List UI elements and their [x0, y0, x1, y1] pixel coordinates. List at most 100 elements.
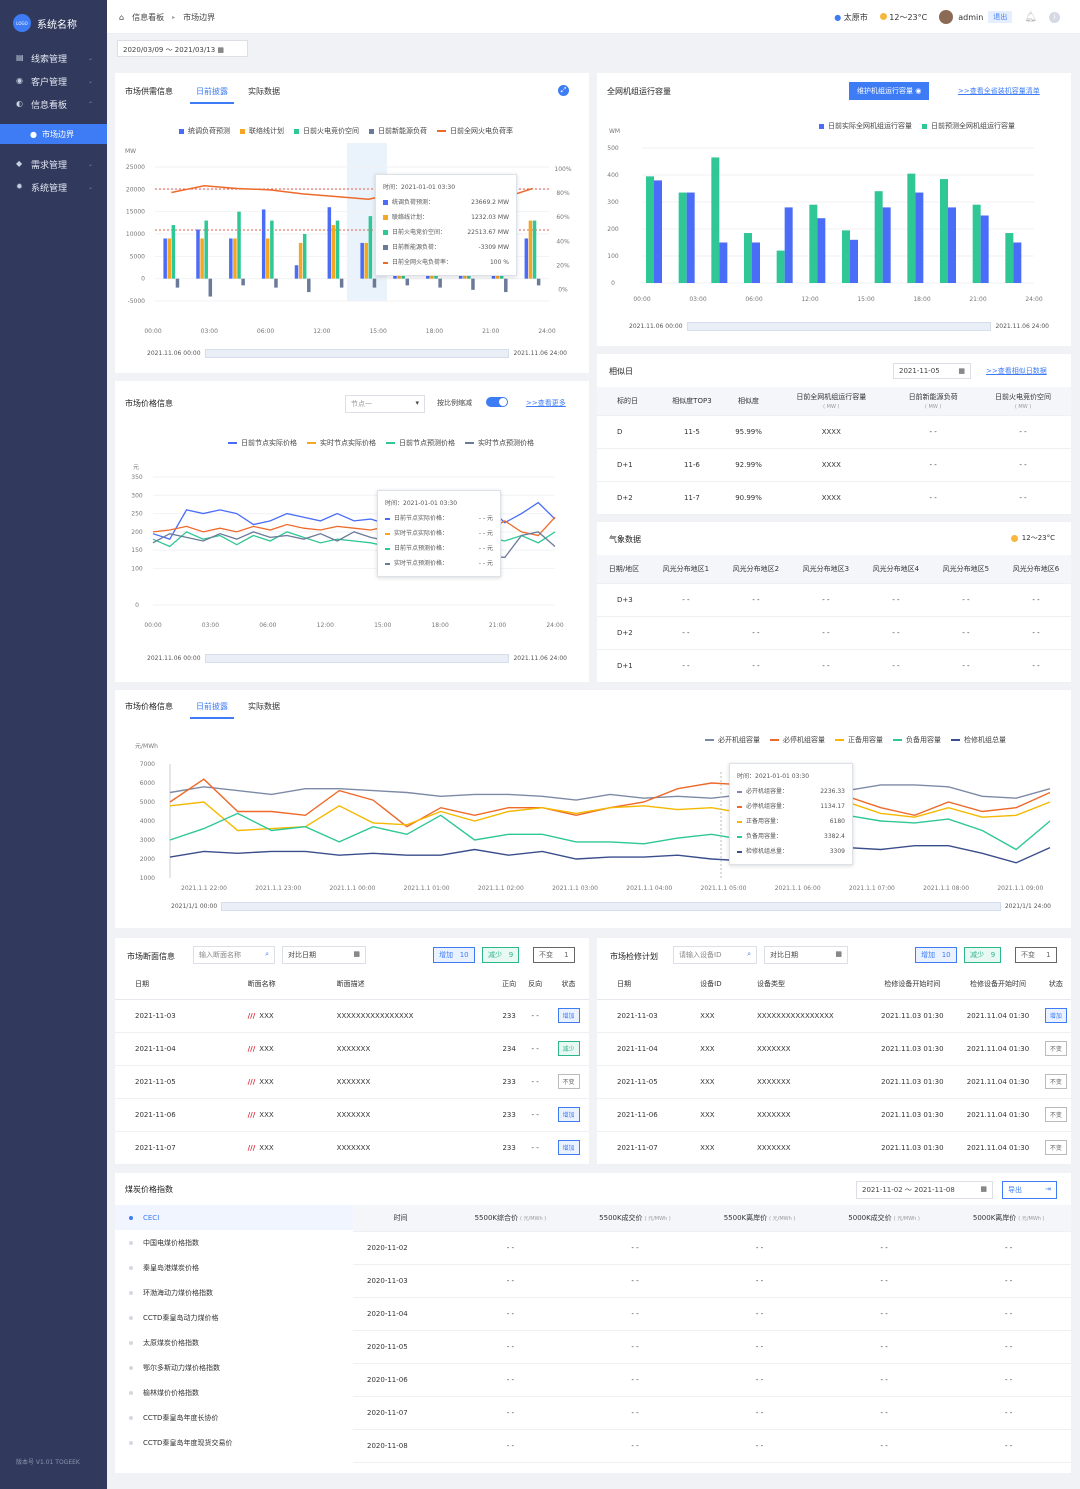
view-similar-link[interactable]: >>查看相似日数据 — [986, 367, 1047, 375]
status-badge[interactable]: 不变 — [1044, 1074, 1067, 1089]
status-badge[interactable]: 增加 — [1044, 1008, 1067, 1023]
table-row[interactable]: 2021-11-04 XXX XXXXXXX 2021.11.03 01:30 2021… — [597, 1032, 1071, 1066]
section-search-input[interactable]: 输入断面名称 ⌕ — [193, 946, 275, 964]
status-badge[interactable]: 减少 — [557, 1041, 580, 1056]
status-badge[interactable]: 不变 — [1044, 1140, 1067, 1155]
table-row[interactable]: 2021-11-03 XXX XXXXXXXXXXXXXXXX 2021.11.03 … — [597, 999, 1071, 1033]
table-row[interactable]: 2021-11-05 XXX XXXXXXX 2021.11.03 01:30 2021… — [597, 1065, 1071, 1099]
tab-price2-forecast[interactable]: 日前披露 — [190, 702, 234, 719]
status-badge[interactable]: 不变 — [557, 1074, 580, 1089]
maint-search-input[interactable]: 请输入设备ID ⌕ — [673, 946, 757, 964]
legend-item[interactable]: 正备用容量 — [835, 735, 883, 745]
supply-zoom-slider[interactable]: 2021.11.06 00:00 2021.11.06 24:00 — [147, 348, 567, 358]
table-row[interactable]: 2021-11-05///XXX XXXXXXX 233- - 不变 — [115, 1065, 589, 1099]
coal-index-item[interactable]: 中国电煤价格指数 — [115, 1230, 353, 1255]
status-badge[interactable]: 增加 — [557, 1140, 580, 1155]
legend-item[interactable]: 必停机组容量 — [770, 735, 825, 745]
legend-item[interactable]: 日前节点实际价格 — [228, 438, 297, 448]
sidebar-item-dashboard[interactable]: ◐ 信息看板 ⌃ — [0, 93, 107, 115]
legend-item[interactable]: 检修机组总量 — [951, 735, 1006, 745]
home-icon[interactable]: ⌂ — [119, 13, 125, 22]
scale-toggle[interactable] — [486, 397, 508, 407]
expand-icon[interactable]: ⤢ — [558, 85, 569, 96]
legend-item[interactable]: 必开机组容量 — [705, 735, 760, 745]
filter-add-tag[interactable]: 增加 10 — [915, 947, 957, 963]
price2-zoom-slider[interactable]: 2021/1/1 00:00 2021/1/1 24:00 — [171, 901, 1051, 911]
legend-item[interactable]: 负备用容量 — [893, 735, 941, 745]
table-row[interactable]: 2020-11-03- -- -- -- -- - — [353, 1264, 1071, 1298]
legend-item[interactable]: 日前火电竞价空间 — [294, 126, 359, 136]
view-more-link[interactable]: >>查看更多 — [526, 399, 566, 407]
coal-date-range[interactable]: 2021-11-02 ～ 2021-11-08 ▦ — [856, 1181, 993, 1199]
user-menu[interactable]: admin 退出 — [939, 10, 1013, 24]
table-row[interactable]: D+1 11-6 92.99% XXXX - -- - — [597, 448, 1071, 482]
bell-icon[interactable]: 🔔︎ — [1024, 11, 1037, 23]
filter-reduce-tag[interactable]: 减少 9 — [964, 947, 1002, 963]
table-row[interactable]: 2020-11-05- -- -- -- -- - — [353, 1330, 1071, 1364]
table-row[interactable]: D+2- -- -- -- -- -- - — [597, 616, 1071, 650]
price-zoom-slider[interactable]: 2021.11.06 00:00 2021.11.06 24:00 — [147, 653, 567, 663]
view-capacity-list-link[interactable]: >>查看全省装机容量清单 — [958, 87, 1040, 95]
coal-index-item[interactable]: 太原煤炭价格指数 — [115, 1330, 353, 1355]
sidebar-item-system[interactable]: ✹ 系统管理 ⌄ — [0, 176, 107, 198]
table-row[interactable]: 2020-11-07- -- -- -- -- - — [353, 1396, 1071, 1430]
status-badge[interactable]: 增加 — [557, 1008, 580, 1023]
tab-supply-actual[interactable]: 实际数据 — [248, 87, 280, 96]
export-button[interactable]: 导出 ⇥ — [1002, 1181, 1057, 1199]
filter-reduce-tag[interactable]: 减少 9 — [482, 947, 520, 963]
coal-index-item[interactable]: 环渤海动力煤价格指数 — [115, 1280, 353, 1305]
legend-item[interactable]: 日前新能源负荷 — [369, 126, 427, 136]
coal-index-item[interactable]: 鄂尔多斯动力煤价格指数 — [115, 1355, 353, 1380]
table-row[interactable]: 2021-11-06 XXX XXXXXXX 2021.11.03 01:30 2021… — [597, 1098, 1071, 1132]
capacity-chart[interactable]: WM 500 400 300 200 100 0 00:00 03:00 06:00 12:00 15… — [597, 123, 1071, 313]
table-row[interactable]: 2021-11-03///XXX XXXXXXXXXXXXXXXX 233- - 增加 — [115, 999, 589, 1033]
logout-button[interactable]: 退出 — [988, 11, 1013, 23]
table-row[interactable]: 2020-11-02- -- -- -- -- - — [353, 1231, 1071, 1265]
sidebar-item-customers[interactable]: ◉ 客户管理 ⌄ — [0, 70, 107, 92]
maint-compare-date[interactable]: 对比日期 ▦ — [764, 946, 848, 964]
city-selector[interactable]: ● 太原市 — [834, 12, 868, 23]
coal-index-item[interactable]: CCTD秦皇岛动力煤价格 — [115, 1305, 353, 1330]
status-badge[interactable]: 增加 — [557, 1107, 580, 1122]
status-badge[interactable]: 不变 — [1044, 1107, 1067, 1122]
legend-item[interactable]: 日前预测全网机组运行容量 — [922, 121, 1015, 131]
coal-index-item[interactable]: CCTD秦皇岛年度现货交易价 — [115, 1430, 353, 1455]
breadcrumb-root[interactable]: 信息看板 — [132, 13, 165, 22]
node-select[interactable]: 节点一 ▾ — [345, 395, 425, 413]
filter-same-tag[interactable]: 不变 1 — [1015, 947, 1057, 963]
price2-chart[interactable]: 元/MWh 7000 6000 5000 4000 3000 2000 1000 2021.1.… — [115, 738, 1071, 898]
tab-price2-actual[interactable]: 实际数据 — [248, 702, 280, 711]
table-row[interactable]: 2021-11-04///XXX XXXXXXX 234- - 减少 — [115, 1032, 589, 1066]
legend-item[interactable]: 联络线计划 — [240, 126, 284, 136]
date-range-picker[interactable]: 2020/03/09 ～ 2021/03/13 ▦ — [117, 40, 248, 57]
section-compare-date[interactable]: 对比日期 ▦ — [282, 946, 366, 964]
legend-item[interactable]: 统调负荷预测 — [179, 126, 230, 136]
sidebar-item-demand[interactable]: ◆ 需求管理 ⌄ — [0, 153, 107, 175]
table-row[interactable]: D+1- -- -- -- -- -- - — [597, 649, 1071, 683]
table-row[interactable]: D+2 11-7 90.99% XXXX - -- - — [597, 481, 1071, 515]
table-row[interactable]: D+3- -- -- -- -- -- - — [597, 583, 1071, 617]
table-row[interactable]: 2020-11-06- -- -- -- -- - — [353, 1363, 1071, 1397]
maintain-capacity-button[interactable]: 维护机组运行容量 ◉ — [849, 82, 930, 100]
legend-item[interactable]: 日前实际全网机组运行容量 — [819, 121, 912, 131]
legend-item[interactable]: 日前全网火电负荷率 — [437, 126, 513, 136]
table-row[interactable]: 2021-11-06///XXX XXXXXXX 233- - 增加 — [115, 1098, 589, 1132]
sidebar-item-market-boundary[interactable]: ● 市场边界 — [0, 124, 107, 144]
table-row[interactable]: 2021-11-07///XXX XXXXXXX 233- - 增加 — [115, 1131, 589, 1165]
capacity-zoom-slider[interactable]: 2021.11.06 00:00 2021.11.06 24:00 — [629, 321, 1049, 331]
filter-add-tag[interactable]: 增加 10 — [433, 947, 475, 963]
sidebar-item-leads[interactable]: ▤ 线索管理 ⌄ — [0, 47, 107, 69]
table-row[interactable]: 2020-11-04- -- -- -- -- - — [353, 1297, 1071, 1331]
legend-item[interactable]: 实时节点预测价格 — [465, 438, 534, 448]
table-row[interactable]: 2020-11-08- -- -- -- -- - — [353, 1429, 1071, 1463]
table-row[interactable]: 2021-11-07 XXX XXXXXXX 2021.11.03 01:30 2021… — [597, 1131, 1071, 1165]
status-badge[interactable]: 不变 — [1044, 1041, 1067, 1056]
coal-index-item[interactable]: CCTD秦皇岛年度长协价 — [115, 1405, 353, 1430]
tab-supply-forecast[interactable]: 日前披露 — [190, 87, 234, 104]
legend-item[interactable]: 实时节点实际价格 — [307, 438, 376, 448]
filter-same-tag[interactable]: 不变 1 — [533, 947, 575, 963]
price-chart[interactable]: 元 350 300 250 200 150 100 0 00:00 03:00 06:00 12:00… — [115, 457, 589, 637]
table-row[interactable]: D 11-5 95.99% XXXX - -- - — [597, 415, 1071, 449]
supply-chart[interactable]: 25000 20000 15000 10000 5000 0 -5000 100% 80% 60%… — [115, 129, 589, 339]
coal-index-item[interactable]: CECI — [115, 1205, 353, 1230]
